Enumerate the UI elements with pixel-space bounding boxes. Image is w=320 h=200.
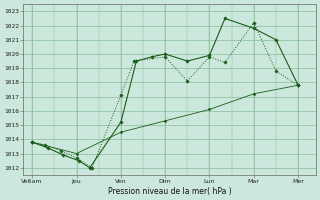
X-axis label: Pression niveau de la mer( hPa ): Pression niveau de la mer( hPa )	[108, 187, 231, 196]
